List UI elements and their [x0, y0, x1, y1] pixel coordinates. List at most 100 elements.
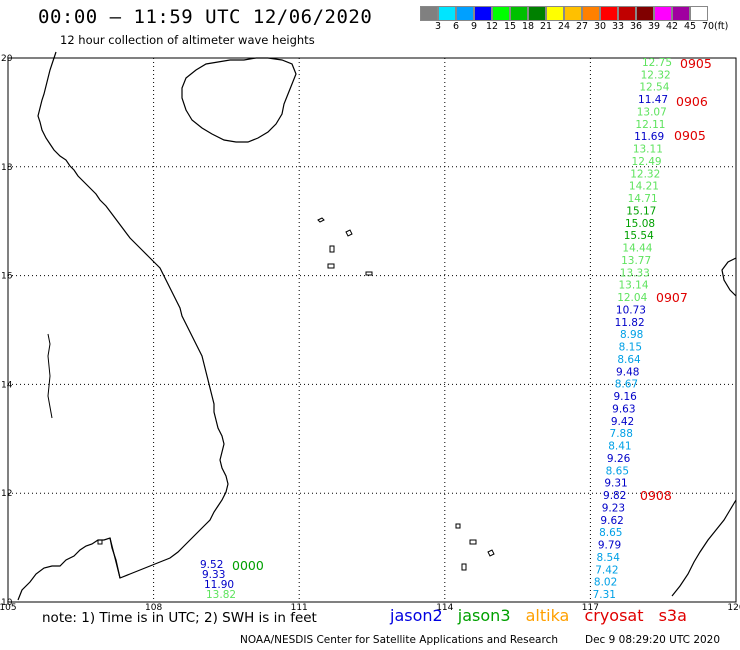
color-swatch: [654, 6, 672, 21]
island-spratly-4: [487, 549, 495, 557]
color-swatch: [438, 6, 456, 21]
pass-time-label: 0906: [676, 94, 708, 109]
wave-height-label: 9.62: [600, 515, 623, 527]
island-west-small: [47, 333, 53, 419]
legend-jason2: jason2: [390, 606, 443, 625]
longitude-label: 114: [436, 603, 453, 613]
color-swatch: [456, 6, 474, 21]
wave-height-label: 7.88: [610, 428, 633, 440]
color-scale-label: 42: [665, 21, 679, 32]
wave-height-label: 13.14: [618, 280, 648, 292]
color-swatch: [672, 6, 690, 21]
pass-time-label: 0905: [674, 128, 706, 143]
legend-altika: altika: [525, 606, 570, 625]
footnote: note: 1) Time is in UTC; 2) SWH is in fe…: [42, 610, 317, 626]
wave-height-label: 10.73: [616, 304, 646, 316]
mekong-delta-coast: [109, 537, 121, 579]
color-swatch: [510, 6, 528, 21]
wave-height-label: 8.98: [620, 329, 643, 341]
wave-height-label: 9.79: [598, 540, 621, 552]
color-scale-label: 21: [539, 21, 553, 32]
palawan-coast: [671, 499, 737, 597]
wave-height-label: 12.54: [639, 82, 669, 94]
wave-height-label: 14.71: [628, 193, 658, 205]
color-scale-label: 9: [470, 21, 478, 32]
legend-s3a: s3a: [658, 606, 687, 625]
color-scale-label: 24: [557, 21, 571, 32]
color-scale-label: 3: [434, 21, 442, 32]
wave-height-label: 9.52: [200, 559, 223, 571]
island-spratly-2: [469, 539, 477, 545]
wave-height-label: 8.54: [597, 552, 621, 564]
wave-height-label: 8.41: [608, 441, 631, 453]
wave-height-label: 9.26: [607, 453, 631, 465]
map-frame: 105 108 111 114 117 120 20 18 16 14 12 10: [0, 54, 740, 613]
latitude-label: 14: [1, 380, 13, 390]
map-border: [7, 57, 737, 603]
longitude-label: 111: [291, 603, 308, 613]
color-swatch: [618, 6, 636, 21]
hainan-coast: [181, 57, 297, 143]
wave-height-label: 9.23: [602, 502, 625, 514]
luzon-coast: [721, 257, 737, 297]
color-swatch: [690, 6, 708, 21]
island-con-son: [97, 539, 103, 545]
wave-height-label: 12.32: [630, 168, 660, 180]
latitude-label: 10: [1, 598, 13, 608]
pass-time-label: 0907: [656, 290, 688, 305]
color-scale-label: 27: [575, 21, 589, 32]
legend-jason3: jason3: [457, 606, 511, 625]
wave-height-label: 11.69: [634, 131, 664, 143]
color-scale-label: 12: [485, 21, 499, 32]
longitude-label: 120: [727, 603, 740, 613]
wave-height-label: 13.11: [633, 144, 663, 156]
wave-height-label: 15.54: [624, 230, 654, 242]
island-spratly-1: [455, 523, 461, 529]
island-spratly-3: [461, 563, 467, 571]
latitude-label: 12: [1, 489, 12, 499]
map-title: 00:00 – 11:59 UTC 12/06/2020: [38, 6, 373, 28]
longitude-label: 108: [145, 603, 162, 613]
color-swatch: [582, 6, 600, 21]
island-paracel-3: [345, 229, 353, 237]
latitude-label: 16: [1, 272, 13, 282]
island-paracel-4: [327, 263, 335, 269]
color-scale-label: 36: [629, 21, 643, 32]
color-swatch: [492, 6, 510, 21]
wave-height-label: 12.75: [642, 57, 672, 69]
wave-height-label: 12.11: [635, 119, 665, 131]
wave-height-label: 9.82: [603, 490, 626, 502]
color-swatch: [600, 6, 618, 21]
wave-height-label: 15.17: [626, 205, 656, 217]
wave-height-label: 12.49: [632, 156, 662, 168]
pass-time-label: 0000: [232, 558, 264, 573]
satellite-legend: jason2 jason3 altika cryosat s3a: [390, 606, 697, 625]
wave-height-label: 11.82: [615, 317, 645, 329]
color-scale-label: 70: [701, 21, 715, 32]
legend-cryosat: cryosat: [584, 606, 644, 625]
wave-height-label: 7.42: [595, 564, 618, 576]
wave-height-label: 11.90: [204, 579, 234, 591]
credit-line: NOAA/NESDIS Center for Satellite Applica…: [240, 634, 558, 646]
wave-height-label: 13.33: [620, 267, 650, 279]
wave-height-label: 8.02: [594, 577, 617, 589]
map-subtitle: 12 hour collection of altimeter wave hei…: [60, 33, 315, 47]
color-swatch: [546, 6, 564, 21]
wave-height-label: 8.67: [615, 379, 638, 391]
wave-height-label: 8.65: [606, 465, 629, 477]
island-paracel-1: [317, 217, 325, 223]
wave-height-label: 8.64: [617, 354, 641, 366]
color-scale-label: 45: [683, 21, 697, 32]
color-swatch: [420, 6, 438, 21]
color-scale-label: 18: [521, 21, 535, 32]
wave-height-label: 9.63: [612, 403, 635, 415]
wave-height-label: 9.16: [613, 391, 637, 403]
wave-height-label: 13.77: [621, 255, 651, 267]
island-paracel-2: [329, 245, 335, 253]
color-scale-label: 39: [647, 21, 661, 32]
color-scale-unit: (ft): [714, 21, 729, 32]
generated-date: Dec 9 08:29:20 UTC 2020: [585, 634, 721, 646]
latitude-label: 20: [1, 54, 13, 64]
color-swatch: [636, 6, 654, 21]
